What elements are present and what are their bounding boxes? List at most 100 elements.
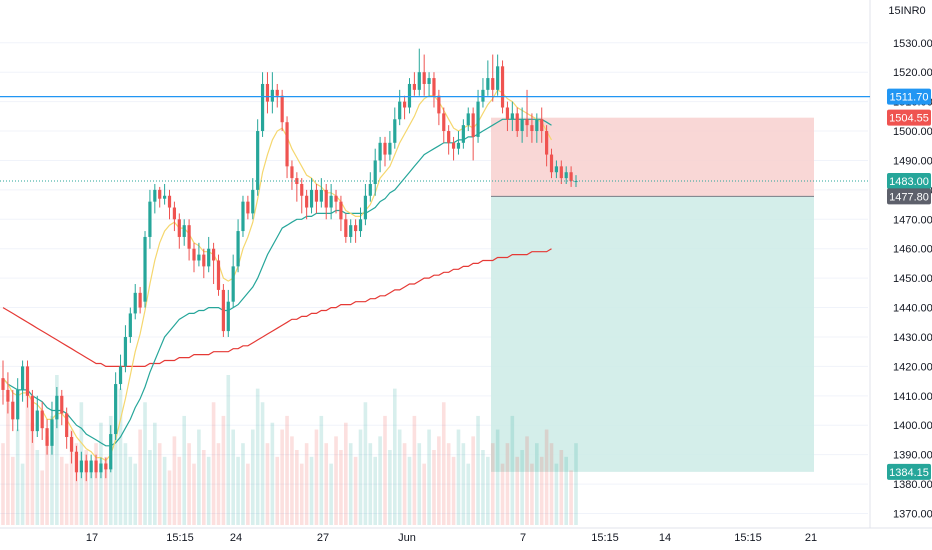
candle-body[interactable] xyxy=(412,83,416,90)
candle-body[interactable] xyxy=(481,89,485,102)
candle-body[interactable] xyxy=(466,113,470,126)
candle-body[interactable] xyxy=(270,89,274,102)
candle-body[interactable] xyxy=(559,166,563,179)
candle-body[interactable] xyxy=(40,410,44,429)
price-axis[interactable]: 1370.00 1380.00 1390.00 1400.00 1410.00 1420.… xyxy=(893,38,932,521)
candle-body[interactable] xyxy=(69,437,74,452)
candle-body[interactable] xyxy=(1,378,5,390)
candle-body[interactable] xyxy=(525,119,529,126)
candle-body[interactable] xyxy=(84,460,88,473)
candle-body[interactable] xyxy=(45,428,49,446)
candle-body[interactable] xyxy=(491,78,495,90)
candle-body[interactable] xyxy=(422,72,426,84)
candle-body[interactable] xyxy=(187,225,191,249)
candle-body[interactable] xyxy=(540,119,544,132)
candle-body[interactable] xyxy=(554,166,559,173)
candle-body[interactable] xyxy=(241,201,245,232)
candle-body[interactable] xyxy=(354,225,358,232)
candle-body[interactable] xyxy=(476,101,480,137)
candle-body[interactable] xyxy=(226,301,230,332)
candle-body[interactable] xyxy=(246,201,250,214)
candle-body[interactable] xyxy=(545,131,549,155)
candle-body[interactable] xyxy=(520,119,524,132)
candle-body[interactable] xyxy=(363,195,368,220)
candle-body[interactable] xyxy=(6,389,10,402)
candlesticks[interactable] xyxy=(1,48,578,482)
candle-body[interactable] xyxy=(314,189,319,202)
candle-body[interactable] xyxy=(153,189,157,202)
candle-body[interactable] xyxy=(564,172,568,179)
candle-body[interactable] xyxy=(163,195,167,199)
candle-body[interactable] xyxy=(461,125,465,143)
candle-body[interactable] xyxy=(349,225,353,237)
candle-body[interactable] xyxy=(104,463,108,470)
candle-body[interactable] xyxy=(138,292,142,308)
candle-body[interactable] xyxy=(197,254,201,261)
candle-body[interactable] xyxy=(167,195,172,208)
candle-body[interactable] xyxy=(260,83,265,132)
candle-body[interactable] xyxy=(549,154,554,173)
candle-body[interactable] xyxy=(505,107,510,120)
candle-body[interactable] xyxy=(402,101,407,108)
candle-body[interactable] xyxy=(280,95,284,123)
candle-body[interactable] xyxy=(398,101,402,120)
candle-body[interactable] xyxy=(442,113,446,132)
candle-body[interactable] xyxy=(35,410,39,432)
candle-body[interactable] xyxy=(236,231,240,267)
take-profit-zone[interactable] xyxy=(491,196,814,472)
candle-body[interactable] xyxy=(11,401,15,420)
candle-body[interactable] xyxy=(65,413,69,438)
candle-body[interactable] xyxy=(329,195,333,208)
candle-body[interactable] xyxy=(133,292,137,314)
candle-body[interactable] xyxy=(251,189,255,214)
candle-body[interactable] xyxy=(486,78,490,90)
candle-body[interactable] xyxy=(158,189,162,199)
candle-body[interactable] xyxy=(74,451,79,473)
candle-body[interactable] xyxy=(339,201,343,220)
candle-body[interactable] xyxy=(447,131,451,143)
candle-body[interactable] xyxy=(324,189,328,208)
candle-body[interactable] xyxy=(114,384,118,435)
candle-body[interactable] xyxy=(148,201,152,237)
candle-body[interactable] xyxy=(30,395,34,432)
candle-body[interactable] xyxy=(60,395,64,414)
candle-body[interactable] xyxy=(569,172,573,182)
candle-body[interactable] xyxy=(437,95,441,114)
candle-body[interactable] xyxy=(388,142,392,155)
candle-body[interactable] xyxy=(456,142,461,149)
candle-body[interactable] xyxy=(143,236,147,302)
candle-body[interactable] xyxy=(202,254,206,267)
candle-body[interactable] xyxy=(265,83,270,102)
candle-body[interactable] xyxy=(20,366,25,390)
candle-body[interactable] xyxy=(16,389,20,420)
candle-body[interactable] xyxy=(50,419,54,446)
candle-body[interactable] xyxy=(319,189,323,202)
candle-body[interactable] xyxy=(182,225,186,237)
candle-body[interactable] xyxy=(471,113,475,137)
candle-body[interactable] xyxy=(211,248,216,261)
position-zones[interactable] xyxy=(491,117,814,472)
candle-body[interactable] xyxy=(192,248,196,261)
candle-body[interactable] xyxy=(94,460,98,473)
candle-body[interactable] xyxy=(300,183,304,196)
candle-body[interactable] xyxy=(535,119,539,132)
candle-body[interactable] xyxy=(172,207,177,220)
candle-body[interactable] xyxy=(432,78,436,96)
candle-body[interactable] xyxy=(305,195,309,208)
candle-body[interactable] xyxy=(290,166,294,179)
stop-loss-zone[interactable] xyxy=(491,117,814,197)
candle-body[interactable] xyxy=(256,131,260,190)
candle-body[interactable] xyxy=(79,460,83,473)
candle-body[interactable] xyxy=(510,113,514,120)
currency-label[interactable]: 15INR0 xyxy=(884,3,930,19)
candle-body[interactable] xyxy=(231,266,235,302)
candle-body[interactable] xyxy=(25,366,30,396)
candle-body[interactable] xyxy=(123,336,128,367)
candle-body[interactable] xyxy=(500,66,505,108)
candle-body[interactable] xyxy=(334,195,338,202)
candle-body[interactable] xyxy=(378,142,382,161)
candle-body[interactable] xyxy=(275,89,279,96)
candle-body[interactable] xyxy=(216,260,221,290)
candle-body[interactable] xyxy=(295,178,299,184)
